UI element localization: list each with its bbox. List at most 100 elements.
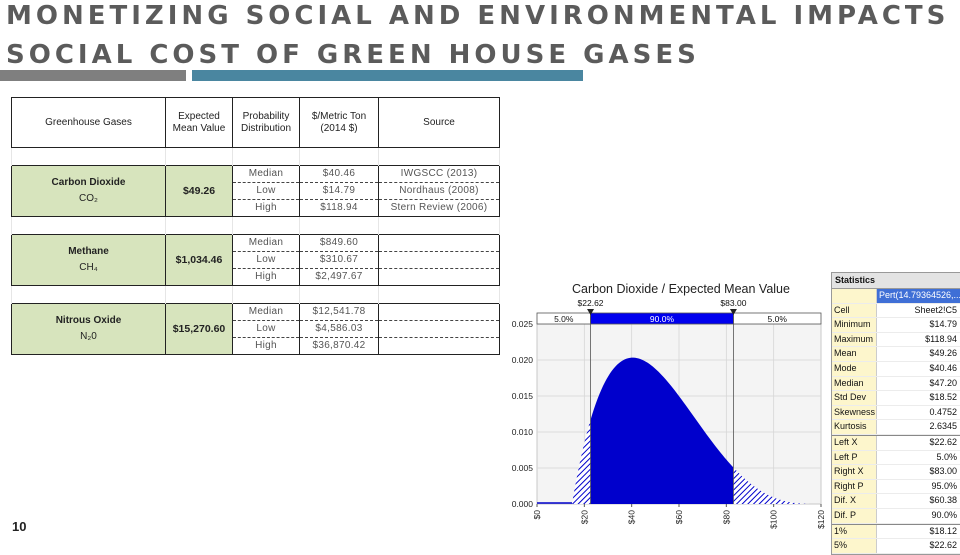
y-tick-label: 0.000 [512,499,534,509]
source-cell [378,303,500,321]
distribution-cell: High [232,199,300,217]
stat-row: 5% $22.62 [832,539,960,554]
x-tick-label: $120 [816,510,826,529]
stat-label: Median [832,376,877,391]
right-marker-handle[interactable] [729,309,737,315]
page-number: 10 [12,519,27,534]
stat-label: Minimum [832,318,877,332]
mean-value: $15,270.60 [165,303,233,355]
stat-label: Right P [832,479,877,494]
left-marker-handle[interactable] [587,309,595,315]
stat-row: Left X $22.62 [832,434,960,451]
stat-label: Left P [832,450,877,465]
gas-cell-n2o: Nitrous Oxide N₂0 [11,303,166,355]
gas-name: Nitrous Oxide [55,315,122,326]
distribution-cell: High [232,268,300,286]
stat-row: Right P 95.0% [832,479,960,495]
stat-label: Kurtosis [832,420,877,434]
stat-value: $22.62 [929,540,957,551]
stat-row: Mean $49.26 [832,347,960,362]
title-rule-gray [0,70,186,81]
stat-row: Maximum $118.94 [832,332,960,348]
cost-cell: $849.60 [299,234,379,252]
band-right-percent: 5.0% [768,314,788,324]
stat-row: Std Dev $18.52 [832,391,960,406]
table-row: High $118.94 Stern Review (2006) [12,199,500,217]
table-row: Methane CH₄ $1,034.46 Median $849.60 [11,234,500,286]
stat-row: Dif. X $60.38 [832,494,960,509]
y-tick-label: 0.010 [512,427,534,437]
statistics-title: Statistics [832,273,960,289]
x-tick-label: $20 [579,510,589,524]
x-tick-label: $0 [532,510,542,520]
stat-label: Dif. P [832,508,877,523]
stat-label: Left X [832,435,877,450]
right-tail-area [733,467,819,504]
gas-cell-co2: Carbon Dioxide CO₂ [11,165,166,217]
table-row: Nitrous Oxide N₂0 $15,270.60 Median $12,… [11,303,500,355]
y-tick-label: 0.020 [512,355,534,365]
statistics-panel: Statistics Pert(14.79364526,... Cell Shee… [831,272,960,555]
distribution-cell: Low [232,320,300,338]
stat-value: Sheet2!C5 [914,304,957,315]
stat-value: $18.12 [929,525,957,536]
stat-value: 2.6345 [929,421,957,432]
table-row: Low $310.67 [12,251,500,269]
header-gas: Greenhouse Gases [11,97,166,148]
distribution-cell: Low [232,182,300,200]
center-area [590,357,734,504]
stat-label: 5% [832,539,877,553]
left-tail-area [572,419,591,504]
gas-cell-ch4: Methane CH₄ [11,234,166,286]
gas-name: Methane [68,246,109,257]
gas-formula: CH₄ [79,262,98,273]
stat-value: $14.79 [929,319,957,330]
header-mean: Expected Mean Value [165,97,233,148]
cost-cell: $12,541.78 [299,303,379,321]
stat-value: $47.20 [929,377,957,388]
distribution-cell: High [232,337,300,355]
fit-label[interactable]: Pert(14.79364526,... [877,289,960,303]
x-tick-label: $60 [674,510,684,524]
band-center-percent: 90.0% [650,314,675,324]
stat-value: $18.52 [929,392,957,403]
stat-label: Mean [832,347,877,361]
x-tick-label: $100 [769,510,779,529]
stat-row: Kurtosis 2.6345 [832,420,960,435]
y-tick-label: 0.025 [512,319,534,329]
mean-value: $49.26 [165,165,233,217]
distribution-cell: Low [232,251,300,269]
table-row: Low $4,586.03 [12,320,500,338]
cost-cell: $2,497.67 [299,268,379,286]
source-cell [378,234,500,252]
source-cell: Stern Review (2006) [378,199,500,217]
header-cost: $/Metric Ton (2014 $) [299,97,379,148]
cost-cell: $40.46 [299,165,379,183]
stat-label: Std Dev [832,391,877,405]
cost-cell: $310.67 [299,251,379,269]
distribution-cell: Median [232,165,300,183]
table-row: High $36,870.42 [12,337,500,355]
stat-label: Skewness [832,405,877,420]
stat-row: Right X $83.00 [832,465,960,480]
fit-row: Pert(14.79364526,... [832,289,960,304]
header-source: Source [378,97,500,148]
stat-row: Cell Sheet2!C5 [832,303,960,319]
y-tick-label: 0.005 [512,463,534,473]
source-cell: IWGSCC (2013) [378,165,500,183]
ghg-cost-table: Greenhouse Gases Expected Mean Value Pro… [11,97,500,355]
slide-title-line-1: MONETIZING SOCIAL AND ENVIRONMENTAL IMPA… [6,1,950,31]
table-row: Carbon Dioxide CO₂ $49.26 Median $40.46 … [11,165,500,217]
slide-title-line-2: SOCIAL COST OF GREEN HOUSE GASES [6,40,700,70]
stat-label: Cell [832,303,877,318]
stat-row: Skewness 0.4752 [832,405,960,421]
stat-value: 5.0% [936,451,957,462]
stat-value: $40.46 [929,362,957,373]
stat-value: $49.26 [929,348,957,359]
stat-label: Dif. X [832,494,877,508]
stat-label: 1% [832,524,877,539]
cost-cell: $118.94 [299,199,379,217]
table-row: High $2,497.67 [12,268,500,286]
source-cell [378,320,500,338]
distribution-cell: Median [232,234,300,252]
